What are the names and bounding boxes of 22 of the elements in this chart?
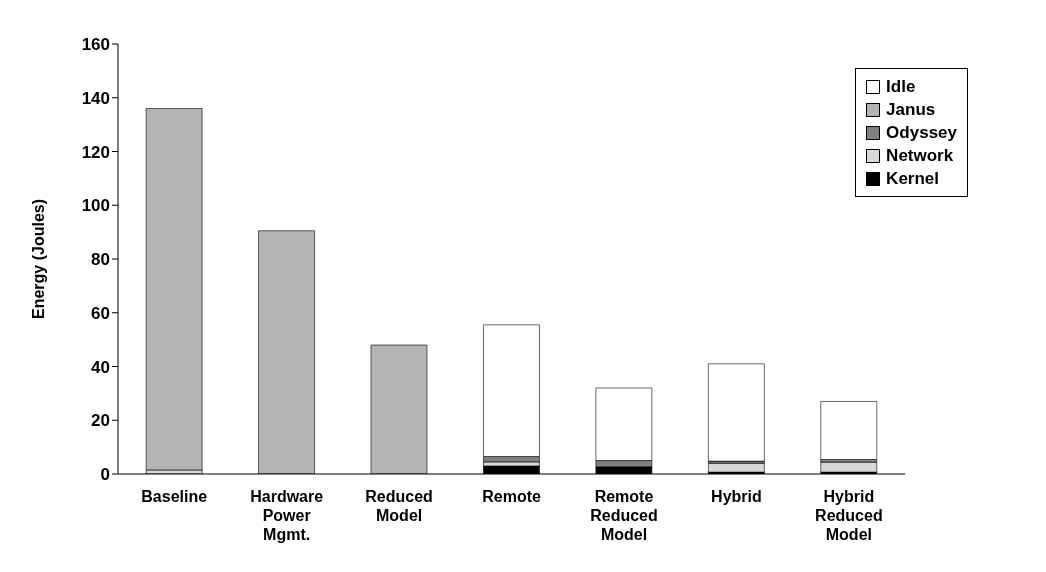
legend-label: Kernel: [886, 168, 940, 189]
legend-label: Janus: [886, 99, 936, 120]
legend-label: Network: [886, 145, 954, 166]
x-tick-label: Hybrid: [711, 488, 762, 505]
legend-label: Odyssey: [886, 122, 957, 143]
y-tick-label: 20: [91, 411, 110, 431]
x-tick-label: Baseline: [141, 488, 208, 505]
y-tick-label: 100: [81, 196, 110, 216]
x-tick-label: Hardware Power Mgmt.: [250, 488, 324, 543]
y-axis-title: Energy (Joules): [29, 198, 47, 320]
y-tick-label: 80: [91, 250, 110, 270]
x-tick-label: Remote: [482, 488, 541, 505]
x-tick-label: Hybrid Reduced Model: [815, 488, 883, 543]
legend-label: Idle: [886, 76, 916, 97]
y-tick-label: 140: [81, 88, 110, 108]
x-tick-label: Remote Reduced Model: [590, 488, 658, 543]
y-tick-label: 60: [91, 303, 110, 323]
y-tick-label: 0: [100, 465, 110, 485]
y-tick-label: 160: [81, 35, 110, 55]
y-tick-label: 120: [81, 142, 110, 162]
x-tick-label: Reduced Model: [365, 488, 433, 524]
y-tick-label: 40: [91, 357, 110, 377]
